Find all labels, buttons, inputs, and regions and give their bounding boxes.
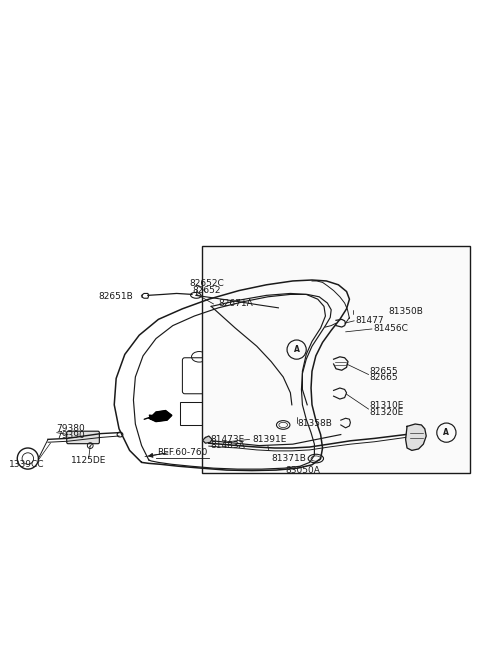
Text: 81310E: 81310E	[370, 401, 404, 410]
Polygon shape	[149, 411, 172, 422]
Circle shape	[312, 402, 319, 409]
Bar	[180, 402, 228, 425]
Text: 82665: 82665	[370, 373, 398, 382]
Text: 81350B: 81350B	[389, 307, 424, 316]
Text: 81483A: 81483A	[210, 441, 245, 450]
Text: 81320E: 81320E	[370, 408, 404, 417]
Text: A: A	[294, 345, 300, 354]
Polygon shape	[203, 436, 212, 443]
Bar	[202, 247, 470, 473]
Text: 82655: 82655	[370, 367, 398, 376]
Text: 1339CC: 1339CC	[9, 461, 44, 469]
Circle shape	[312, 343, 319, 350]
Text: 81456C: 81456C	[373, 325, 408, 333]
Text: 82652C: 82652C	[189, 279, 224, 289]
Text: 81391E: 81391E	[252, 435, 287, 444]
Text: 83050A: 83050A	[285, 466, 320, 474]
Text: 82651B: 82651B	[99, 293, 133, 301]
Text: 81358B: 81358B	[298, 419, 333, 428]
Circle shape	[336, 318, 340, 322]
Text: 81477: 81477	[355, 316, 384, 325]
Polygon shape	[406, 424, 426, 451]
Text: A: A	[444, 428, 449, 437]
Circle shape	[312, 363, 319, 370]
Polygon shape	[334, 357, 348, 370]
Circle shape	[341, 320, 345, 324]
Text: 79390: 79390	[57, 431, 85, 440]
Text: 82671A: 82671A	[218, 300, 253, 308]
Text: 1125DE: 1125DE	[71, 456, 107, 465]
Text: 79380: 79380	[57, 424, 85, 434]
Text: 81371B: 81371B	[271, 454, 306, 463]
Text: 82652: 82652	[192, 286, 221, 295]
FancyBboxPatch shape	[67, 431, 99, 443]
Circle shape	[312, 323, 319, 331]
Text: 81473E: 81473E	[210, 435, 244, 444]
Circle shape	[312, 383, 319, 390]
Text: REF.60-760: REF.60-760	[157, 448, 207, 457]
